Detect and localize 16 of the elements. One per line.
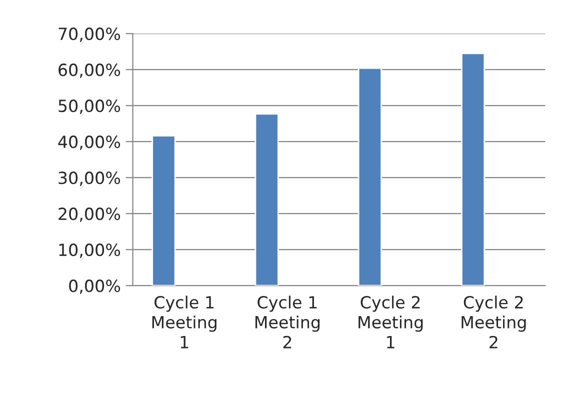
x-tick-label: Cycle 2 Meeting 1 bbox=[358, 296, 423, 348]
y-tick-label: 20,00% bbox=[58, 208, 120, 222]
y-tick-label: 70,00% bbox=[58, 28, 120, 42]
y-tick-label: 30,00% bbox=[58, 172, 120, 186]
bar bbox=[358, 67, 382, 286]
x-tick-label: Cycle 1 Meeting 1 bbox=[152, 296, 216, 348]
bar bbox=[461, 52, 486, 286]
y-tick-label: 60,00% bbox=[58, 64, 120, 78]
x-tick-label: Cycle 2 Meeting 2 bbox=[462, 296, 526, 348]
y-tick-label: 0,00% bbox=[69, 280, 120, 294]
bar bbox=[152, 135, 176, 286]
y-tick-label: 10,00% bbox=[59, 244, 120, 258]
bar bbox=[254, 113, 279, 286]
y-tick-label: 40,00% bbox=[58, 136, 120, 150]
y-tick-label: 50,00% bbox=[58, 100, 120, 114]
x-tick-label: Cycle 1 Meeting 2 bbox=[255, 296, 320, 348]
